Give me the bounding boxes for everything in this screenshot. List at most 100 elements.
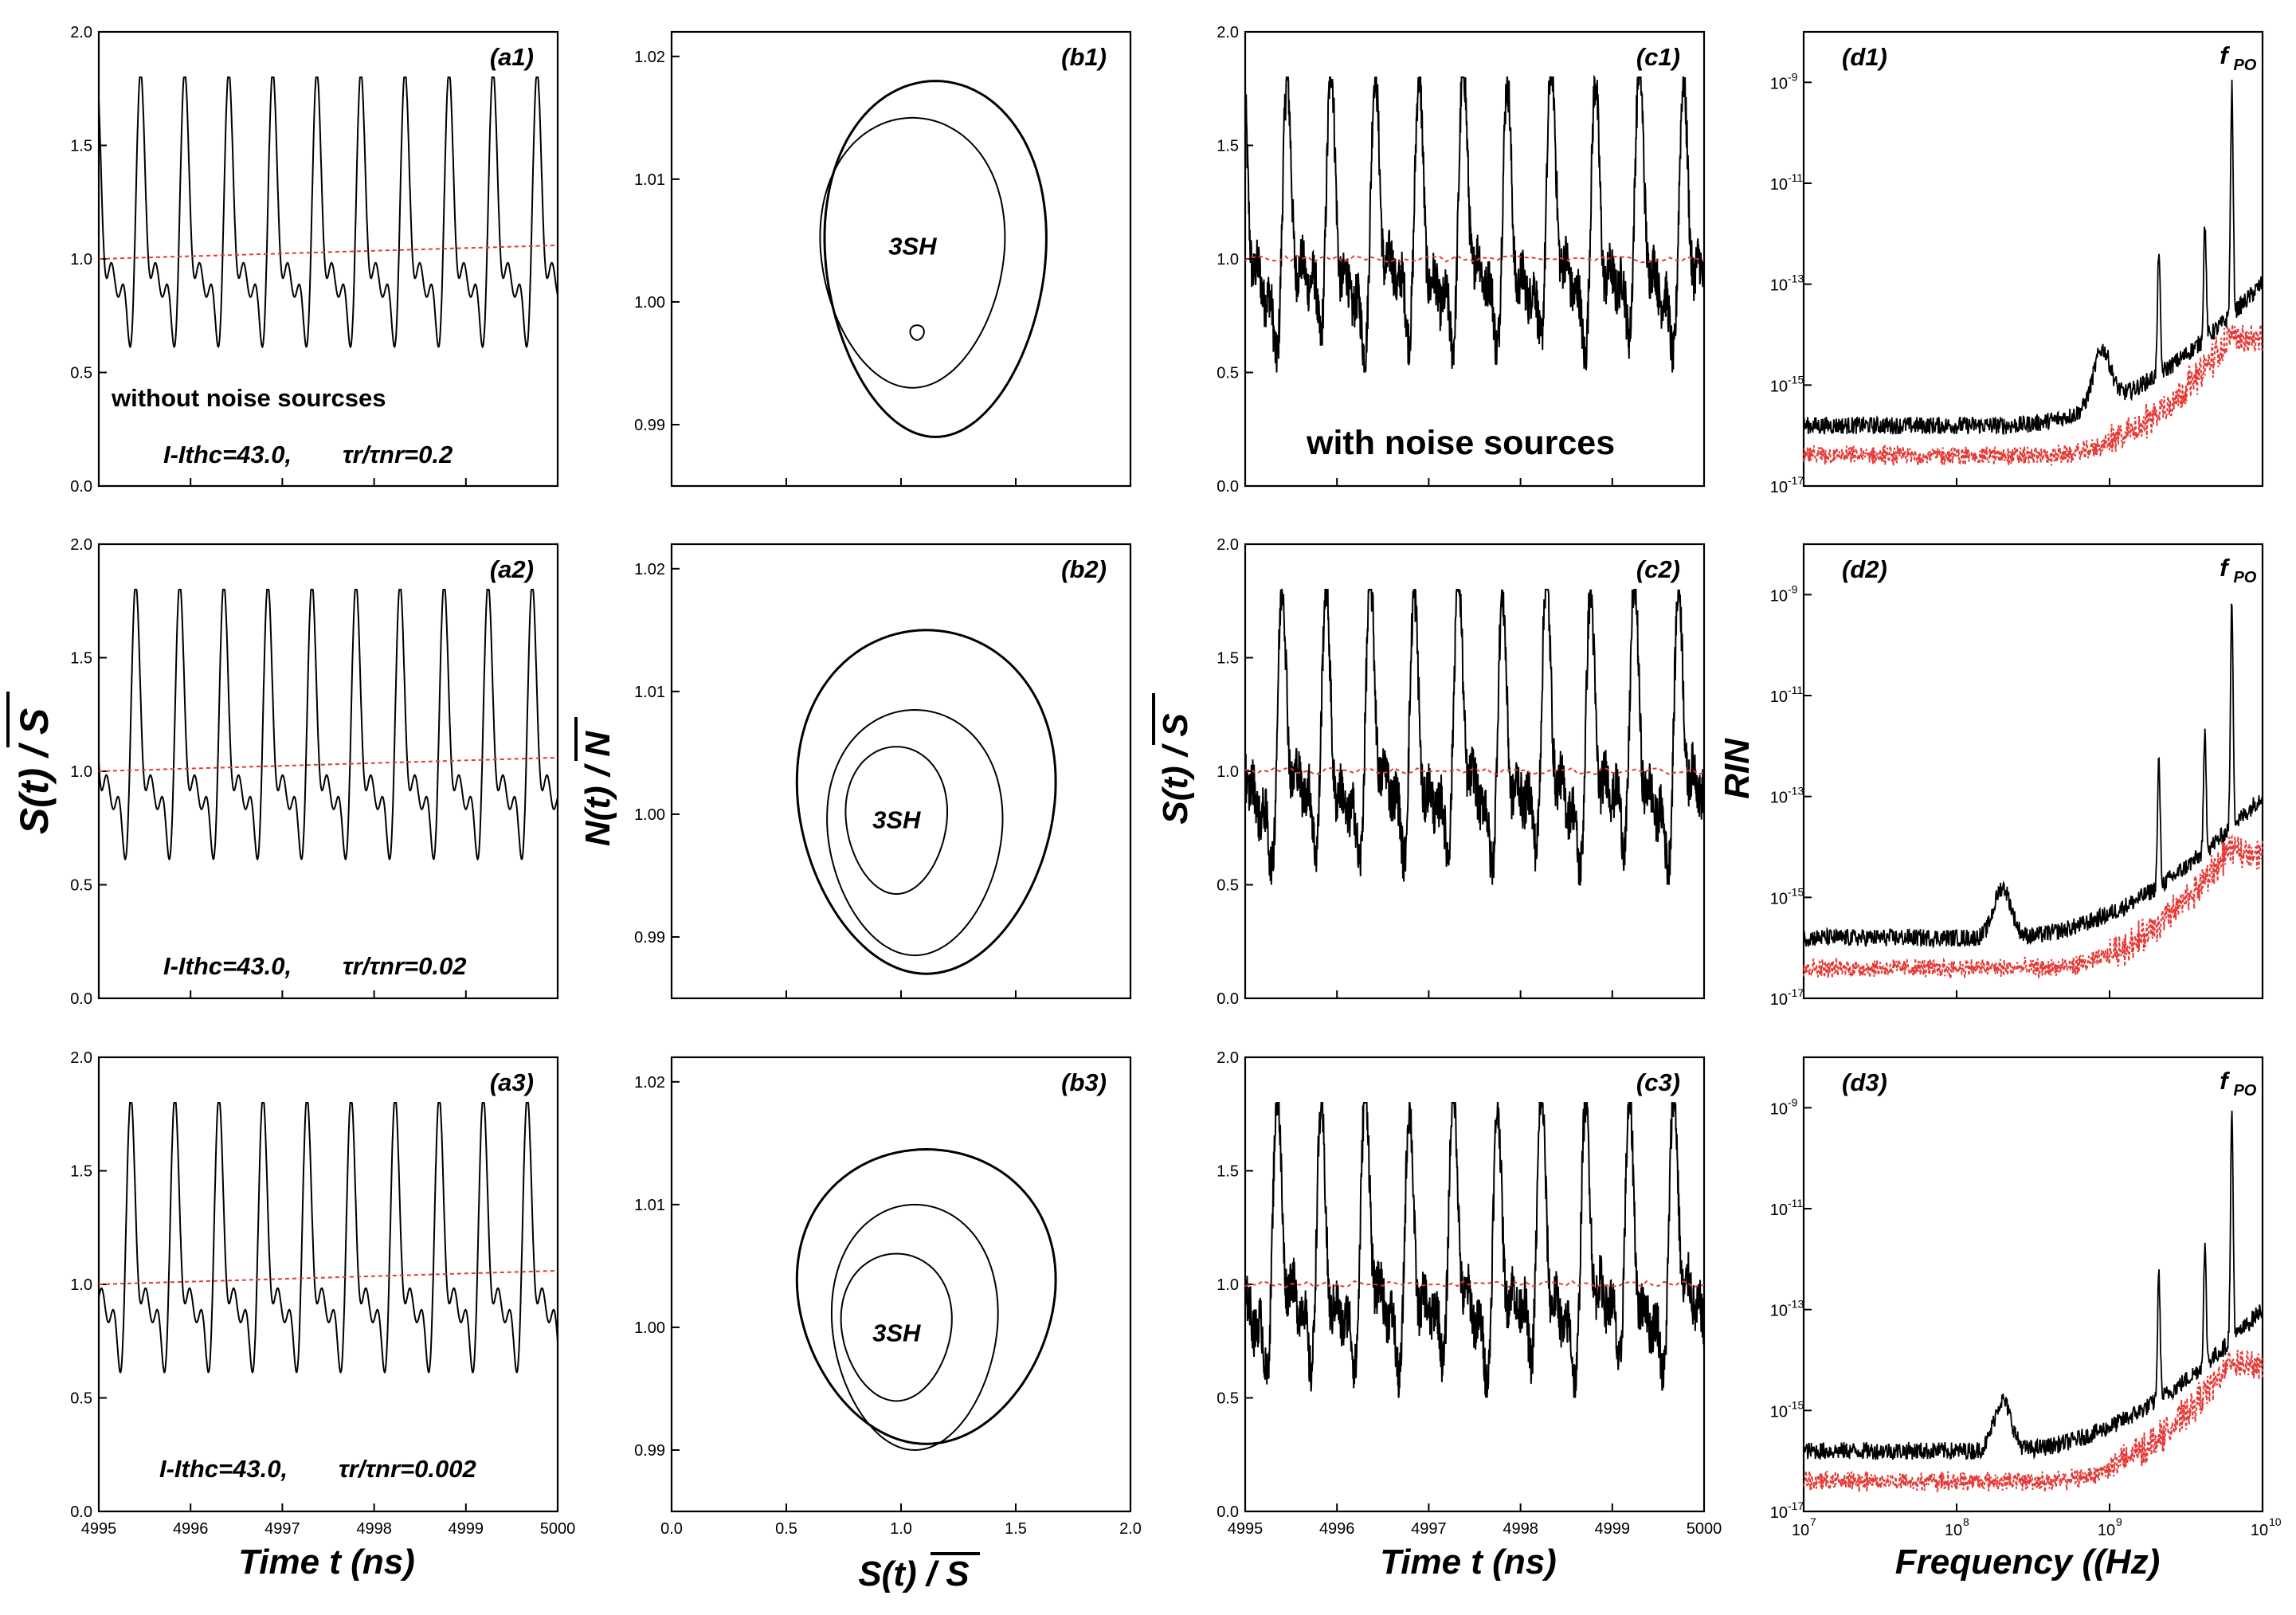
ytick-label-a1-0: 0.0 — [70, 478, 92, 496]
ytick-label-b2-1: 1.00 — [634, 806, 665, 824]
ytick-exp-d2-1: -11 — [1788, 684, 1803, 696]
peak-label-d1: f — [2220, 41, 2230, 69]
panel-label-a2: (a2) — [490, 555, 534, 583]
orbit-loop-b2-2 — [844, 746, 948, 896]
ytick-label-b2-0: 0.99 — [634, 929, 665, 947]
series-d3-rin-noise — [1803, 1110, 2263, 1460]
panel-frame-d2 — [1802, 543, 2264, 1000]
ytick-exp-d3-0: -9 — [1788, 1096, 1798, 1108]
ytick-label-c3-2: 1.0 — [1217, 1276, 1239, 1294]
orbit-loop-b3-0 — [795, 1147, 1057, 1445]
ytick-label-a1-1: 0.5 — [70, 365, 92, 382]
xtick-label-d3-0: 10 — [1792, 1522, 1809, 1539]
panel-frame-d1 — [1802, 30, 2264, 488]
ytick-label-d1-1: 10 — [1770, 176, 1788, 194]
panel-label-a3: (a3) — [490, 1068, 534, 1096]
orbit-loop-b3-1 — [830, 1203, 999, 1452]
ytick-exp-d1-1: -11 — [1788, 171, 1803, 184]
ytick-label-b3-1: 1.00 — [634, 1319, 665, 1337]
xtick-label-b3-4: 2.0 — [1119, 1520, 1142, 1538]
series-c2-mean — [1244, 766, 1705, 776]
ytick-label-c1-0: 0.0 — [1217, 478, 1239, 496]
ytick-label-c2-4: 2.0 — [1217, 536, 1239, 554]
xtick-exp-d3-3: 10 — [2269, 1515, 2282, 1528]
ytick-label-c3-0: 0.0 — [1217, 1503, 1239, 1521]
ytick-label-c3-1: 0.5 — [1217, 1390, 1239, 1408]
ytick-label-c1-4: 2.0 — [1217, 24, 1239, 41]
ytick-label-c1-2: 1.0 — [1217, 251, 1239, 269]
ytick-exp-d3-1: -11 — [1788, 1197, 1803, 1209]
ytick-label-d1-4: 10 — [1770, 479, 1788, 496]
ylabel-s-a: S(t) / S — [12, 708, 57, 834]
series-d1-rin-noise — [1803, 80, 2263, 436]
ytick-label-c2-3: 1.5 — [1217, 650, 1239, 668]
xlabel-time-a: Time t (ns) — [238, 1542, 415, 1582]
ytick-label-d3-3: 10 — [1770, 1403, 1788, 1421]
xtick-label-a3-1: 4996 — [173, 1520, 209, 1538]
xtick-label-a3-5: 5000 — [540, 1520, 576, 1538]
ytick-label-c3-3: 1.5 — [1217, 1163, 1239, 1181]
series-a1-signal — [98, 76, 558, 349]
orbit-label-b2: 3SH — [872, 806, 921, 834]
xtick-label-c3-2: 4997 — [1411, 1520, 1447, 1538]
ytick-label-d3-0: 10 — [1770, 1100, 1788, 1118]
ytick-label-b1-2: 1.01 — [634, 171, 665, 189]
row2-current-label: I-Ithc=43.0, — [163, 952, 292, 980]
series-a2-mean — [98, 756, 558, 772]
row1-current-label: I-Ithc=43.0, — [163, 441, 292, 468]
ytick-label-a3-0: 0.0 — [70, 1503, 92, 1521]
ytick-exp-d1-0: -9 — [1788, 70, 1798, 83]
ytick-label-b2-2: 1.01 — [634, 684, 665, 701]
row1-ratio-label: τr/τnr=0.2 — [343, 441, 453, 468]
xtick-label-b3-0: 0.0 — [660, 1520, 683, 1538]
xtick-label-c3-0: 4995 — [1228, 1520, 1264, 1538]
panel-label-c3: (c3) — [1636, 1068, 1680, 1096]
ytick-label-b2-3: 1.02 — [634, 561, 665, 578]
ytick-label-d2-4: 10 — [1770, 991, 1788, 1009]
ylabel-s-c: S(t) / S — [1156, 713, 1195, 824]
orbit-loop-b1-0 — [823, 80, 1048, 438]
series-d2-rin-noise — [1803, 603, 2263, 949]
ytick-label-a1-3: 1.5 — [70, 138, 92, 155]
orbit-loop-b1-1 — [819, 116, 1006, 389]
ytick-label-d3-4: 10 — [1770, 1504, 1788, 1522]
ytick-label-a2-0: 0.0 — [70, 990, 92, 1008]
series-a2-signal — [98, 589, 558, 861]
xtick-label-a3-3: 4998 — [356, 1520, 392, 1538]
orbit-loop-b2-1 — [826, 708, 1004, 957]
orbit-label-b1: 3SH — [888, 233, 937, 261]
xtick-label-a3-2: 4997 — [264, 1520, 300, 1538]
series-c1-mean — [1244, 254, 1705, 264]
series-a1-mean — [98, 244, 558, 260]
xtick-label-a3-0: 4995 — [81, 1520, 117, 1538]
ytick-label-b1-1: 1.00 — [634, 294, 665, 312]
ytick-exp-d3-2: -13 — [1788, 1298, 1804, 1311]
ytick-exp-d2-4: -17 — [1788, 986, 1804, 999]
ytick-label-b1-0: 0.99 — [634, 417, 665, 434]
ytick-exp-d1-4: -17 — [1788, 474, 1804, 487]
ylabel-rin-d: RIN — [1718, 738, 1757, 799]
series-c1-signal — [1244, 74, 1705, 373]
ytick-label-a1-4: 2.0 — [70, 24, 92, 41]
panel-frame-d3 — [1802, 1056, 2264, 1513]
xtick-label-c3-3: 4998 — [1503, 1520, 1538, 1538]
ytick-label-a3-2: 1.0 — [70, 1276, 92, 1294]
ytick-label-d2-1: 10 — [1770, 688, 1788, 706]
ytick-label-d2-2: 10 — [1770, 790, 1788, 807]
orbit-loop-b1-2 — [909, 324, 925, 341]
orbit-loop-b2-0 — [795, 629, 1057, 975]
ylabel-n-b: N(t) / N — [578, 731, 617, 846]
series-a3-mean — [98, 1269, 558, 1285]
panels-layer: 0.0 0.5 1.0 1.5 2.0 (a1) 0.99 1.00 1.01 1.02 (b1) 3… — [70, 24, 2282, 1539]
ytick-label-d2-3: 10 — [1770, 890, 1788, 907]
ytick-exp-d3-3: -15 — [1788, 1398, 1804, 1411]
ytick-label-c2-0: 0.0 — [1217, 990, 1239, 1008]
ytick-label-d2-0: 10 — [1770, 587, 1788, 605]
xtick-label-c3-1: 4996 — [1319, 1520, 1355, 1538]
ytick-label-b3-2: 1.01 — [634, 1197, 665, 1214]
panel-label-b1: (b1) — [1061, 43, 1107, 71]
xlabel-time-c: Time t (ns) — [1380, 1542, 1557, 1582]
panel-label-d3: (d3) — [1842, 1068, 1887, 1096]
ytick-label-d1-2: 10 — [1770, 277, 1788, 295]
